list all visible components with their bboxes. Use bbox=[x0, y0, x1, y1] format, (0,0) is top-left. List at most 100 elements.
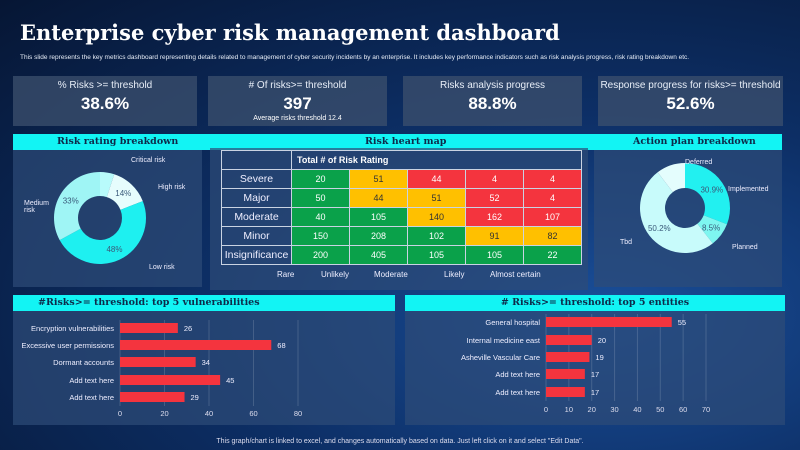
col-label-almost-certain: Almost certain bbox=[490, 270, 541, 279]
bar bbox=[546, 387, 585, 397]
kpi-card-risks-percent: % Risks >= threshold 38.6% bbox=[13, 76, 197, 126]
x-tick-label: 40 bbox=[633, 405, 641, 414]
heat-map-row: Minor 150 208 102 91 82 bbox=[221, 226, 582, 246]
bar bbox=[546, 335, 592, 345]
bar bbox=[120, 357, 196, 367]
donut-value-label: 48% bbox=[106, 245, 122, 254]
heat-map-cell: 405 bbox=[349, 245, 408, 265]
col-label-likely: Likely bbox=[444, 270, 465, 279]
bar-value-label: 29 bbox=[191, 393, 199, 402]
x-tick-label: 20 bbox=[588, 405, 596, 414]
bar-value-label: 17 bbox=[591, 370, 599, 379]
x-tick-label: 0 bbox=[544, 405, 548, 414]
section-band-entities: # Risks>= threshold: top 5 entities bbox=[405, 295, 785, 311]
bar-value-label: 68 bbox=[277, 341, 285, 350]
bar bbox=[546, 317, 672, 327]
legend-planned: Planned bbox=[732, 244, 758, 251]
x-tick-label: 20 bbox=[160, 409, 168, 418]
vulnerabilities-panel bbox=[13, 311, 395, 425]
heat-map-cell: 44 bbox=[407, 169, 466, 189]
kpi-card-response-progress: Response progress for risks>= threshold 5… bbox=[598, 76, 783, 126]
page-title: Enterprise cyber risk management dashboa… bbox=[20, 20, 560, 45]
kpi-label: % Risks >= threshold bbox=[57, 80, 153, 91]
legend-low-risk: Low risk bbox=[149, 264, 175, 271]
donut-value-label: 33% bbox=[63, 197, 79, 206]
kpi-subtext: Average risks threshold 12.4 bbox=[253, 115, 342, 122]
category-label: Dormant accounts bbox=[53, 358, 114, 367]
heat-map-cell: 105 bbox=[407, 245, 466, 265]
x-tick-label: 70 bbox=[702, 405, 710, 414]
bar-value-label: 26 bbox=[184, 324, 192, 333]
bar bbox=[546, 369, 585, 379]
heat-map-cell: 208 bbox=[349, 226, 408, 246]
bar bbox=[120, 375, 221, 385]
category-label: Encryption vulnerabilities bbox=[31, 324, 114, 333]
section-title-entities: # Risks>= threshold: top 5 entities bbox=[500, 297, 690, 308]
col-label-unlikely: Unlikely bbox=[321, 270, 350, 279]
heat-map-table: Total # of Risk Rating Severe 20 51 44 4 4 Maj… bbox=[221, 150, 582, 265]
heat-map-cell: 22 bbox=[523, 245, 582, 265]
heat-map-row: Major 50 44 51 52 4 bbox=[221, 188, 582, 208]
row-label: Severe bbox=[221, 169, 292, 189]
row-label: Moderate bbox=[221, 207, 292, 227]
heat-map-cell: 107 bbox=[523, 207, 582, 227]
kpi-label: Response progress for risks>= threshold bbox=[600, 80, 781, 91]
row-label: Insignificance bbox=[221, 245, 292, 265]
category-label: Internal medicine east bbox=[467, 336, 541, 345]
x-tick-label: 30 bbox=[610, 405, 618, 414]
x-tick-label: 60 bbox=[249, 409, 257, 418]
x-tick-label: 60 bbox=[679, 405, 687, 414]
kpi-label: Risks analysis progress bbox=[439, 80, 546, 91]
section-band-top: Risk rating breakdown Risk heart map Act… bbox=[13, 134, 782, 150]
section-band-vulnerabilities: #Risks>= threshold: top 5 vulnerabilitie… bbox=[13, 295, 395, 311]
col-label-rare: Rare bbox=[277, 270, 295, 279]
footer-note: This graph/chart is linked to excel, and… bbox=[216, 438, 584, 445]
category-label: Excessive user permissions bbox=[21, 341, 114, 350]
bar bbox=[546, 352, 590, 362]
legend-high-risk: High risk bbox=[158, 184, 186, 191]
category-label: Add text here bbox=[495, 388, 540, 397]
legend-deferred: Deferred bbox=[685, 159, 713, 166]
heat-map-row: Insignificance 200 405 105 105 22 bbox=[221, 245, 582, 265]
kpi-value: 88.8% bbox=[468, 94, 517, 113]
bar-value-label: 17 bbox=[591, 388, 599, 397]
section-title-heat-map: Risk heart map bbox=[365, 136, 447, 147]
heat-map-cell: 105 bbox=[349, 207, 408, 227]
legend-tbd: Tbd bbox=[620, 239, 633, 246]
donut-slice-tbd bbox=[640, 172, 713, 253]
kpi-card-analysis-progress: Risks analysis progress 88.8% bbox=[403, 76, 582, 126]
bar bbox=[120, 340, 272, 350]
donut-slice-medium-risk bbox=[53, 171, 100, 241]
heat-map-cell: 91 bbox=[465, 226, 524, 246]
category-label: General hospital bbox=[485, 318, 540, 327]
category-label: Add text here bbox=[69, 376, 114, 385]
donut-value-label: 50.2% bbox=[648, 224, 671, 233]
x-tick-label: 40 bbox=[205, 409, 213, 418]
col-label-moderate: Moderate bbox=[374, 270, 408, 279]
donut-slice-low-risk bbox=[59, 201, 146, 264]
bar bbox=[120, 392, 185, 402]
section-title-action-plan: Action plan breakdown bbox=[633, 136, 756, 147]
donut-slice-high-risk bbox=[106, 174, 143, 210]
legend-implemented: Implemented bbox=[728, 186, 769, 193]
heat-map-row: Severe 20 51 44 4 4 bbox=[221, 169, 582, 189]
heat-map-cell: 140 bbox=[407, 207, 466, 227]
x-tick-label: 0 bbox=[118, 409, 122, 418]
donut-value-label: 8.5% bbox=[702, 223, 720, 232]
row-label: Major bbox=[221, 188, 292, 208]
kpi-value: 38.6% bbox=[80, 94, 130, 113]
kpi-card-risks-count: # Of risks>= threshold 397 Average risks t… bbox=[208, 76, 387, 126]
bar-value-label: 19 bbox=[595, 353, 603, 362]
legend-medium-risk: Medium risk bbox=[24, 200, 49, 214]
bar-value-label: 45 bbox=[226, 376, 234, 385]
donut-slice-planned bbox=[697, 215, 727, 244]
category-label: Add text here bbox=[495, 370, 540, 379]
page-subtitle: This slide represents the key metrics da… bbox=[20, 54, 690, 61]
kpi-value: 397 bbox=[283, 94, 312, 113]
heat-map-cell: 4 bbox=[465, 169, 524, 189]
kpi-label: # Of risks>= threshold bbox=[248, 80, 347, 91]
bar-value-label: 20 bbox=[598, 336, 606, 345]
bar-value-label: 34 bbox=[202, 358, 210, 367]
